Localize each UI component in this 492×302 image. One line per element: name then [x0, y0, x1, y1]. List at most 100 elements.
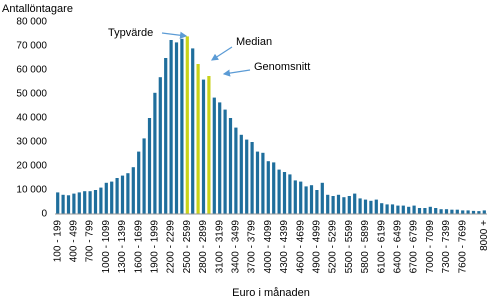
y-tick-label: 50 000	[16, 89, 47, 100]
y-axis-title: Antallöntagare	[2, 3, 73, 15]
x-tick-label: 7300 - 7399	[441, 220, 452, 274]
bar	[207, 76, 211, 214]
bar	[212, 97, 216, 214]
bar	[326, 194, 330, 214]
bar	[401, 205, 405, 214]
bar	[466, 210, 470, 214]
x-tick-label: 1900 - 1999	[150, 220, 161, 274]
bar	[428, 206, 432, 214]
bar	[174, 42, 179, 215]
bar	[158, 77, 162, 214]
bar	[282, 172, 287, 214]
bar	[104, 182, 108, 214]
bar	[450, 209, 454, 214]
bar	[110, 181, 114, 214]
bar	[277, 169, 281, 214]
bar	[185, 36, 189, 215]
annotation-arrow	[210, 46, 233, 61]
bar	[293, 180, 297, 214]
y-tick-label: 30 000	[16, 137, 47, 148]
x-tick-label: 5800 - 5899	[360, 220, 371, 274]
x-axis-title: Euro i månaden	[232, 287, 310, 299]
bar	[153, 92, 157, 214]
bar	[358, 198, 362, 214]
bar	[374, 199, 378, 214]
x-tick-label: 400 - 499	[69, 220, 80, 263]
bar	[56, 192, 60, 214]
bar	[407, 206, 411, 214]
bar	[245, 139, 249, 214]
bar	[218, 102, 222, 214]
x-tick-label: 1300 - 1399	[117, 220, 128, 274]
bar	[320, 182, 324, 214]
annotation-arrow	[222, 69, 251, 77]
y-tick-label: 10 000	[16, 185, 47, 196]
bar	[288, 174, 292, 214]
bar	[83, 191, 87, 214]
bar	[115, 178, 119, 214]
bar	[304, 186, 308, 214]
bar	[342, 197, 346, 214]
x-tick-label: 6100 - 6199	[376, 220, 387, 274]
bar	[434, 208, 438, 214]
x-tick-label: 1000 - 1099	[101, 220, 112, 274]
bar	[363, 199, 368, 214]
bar	[228, 118, 233, 214]
bar	[477, 211, 481, 214]
x-tick-label: 5500 - 5599	[344, 220, 355, 274]
bar	[137, 151, 141, 214]
x-tick-label: 6400 - 6499	[393, 220, 404, 274]
x-tick-label: 4600 - 4699	[295, 220, 306, 274]
bar	[142, 138, 146, 214]
bar	[196, 64, 200, 214]
bar	[331, 196, 335, 214]
bar	[417, 208, 422, 214]
bar	[309, 185, 314, 214]
x-tick-label: 4300 - 4399	[279, 220, 290, 274]
x-tick-label: 6700 - 6799	[409, 220, 420, 274]
bar	[380, 203, 384, 214]
bar	[147, 118, 152, 214]
bar	[180, 38, 184, 214]
bar	[315, 190, 319, 214]
bar	[191, 48, 195, 215]
bar	[88, 191, 92, 214]
bar	[299, 181, 303, 214]
bar	[61, 194, 65, 214]
bar	[234, 127, 238, 214]
bar	[126, 173, 130, 214]
bar	[412, 205, 416, 214]
bar	[353, 193, 357, 214]
bar	[396, 205, 400, 214]
y-tick-label: 80 000	[16, 17, 47, 28]
bar	[336, 194, 341, 214]
x-tick-label: 7600 - 7699	[457, 220, 468, 274]
bar	[223, 109, 227, 214]
annotation-arrow	[161, 31, 188, 39]
y-tick-label: 40 000	[16, 113, 47, 124]
x-tick-label: 3700 - 3799	[247, 220, 258, 274]
x-tick-label: 8000 +	[479, 220, 490, 251]
x-tick-label: 100 - 199	[52, 220, 63, 263]
annotation: Genomsnitt	[254, 61, 310, 73]
bar	[423, 208, 427, 214]
bar	[93, 190, 98, 214]
x-tick-label: 2200 - 2299	[166, 220, 177, 274]
bar	[261, 152, 265, 214]
bar	[439, 209, 443, 214]
bar	[444, 209, 449, 214]
bar	[455, 209, 459, 214]
bar	[471, 210, 476, 214]
bar	[66, 195, 71, 214]
y-tick-label: 20 000	[16, 161, 47, 172]
annotation: Median	[236, 36, 272, 48]
bar	[266, 161, 270, 214]
x-tick-label: 700 - 799	[85, 220, 96, 263]
annotation: Typvärde	[108, 27, 153, 39]
x-tick-label: 4000 - 4099	[263, 220, 274, 274]
y-tick-label: 70 000	[16, 41, 47, 52]
bar	[77, 192, 81, 214]
bar	[239, 134, 243, 214]
x-tick-label: 3100 - 3199	[214, 220, 225, 274]
